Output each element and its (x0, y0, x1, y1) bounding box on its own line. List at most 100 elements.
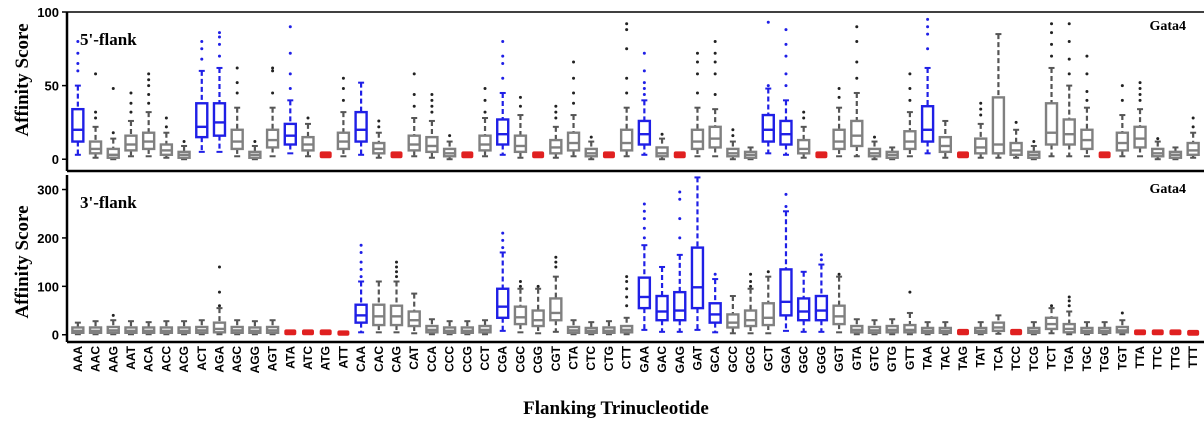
box-iqr (549, 297, 563, 322)
x-tick-label: CCA (425, 346, 439, 372)
box-ACG (177, 320, 191, 336)
box-iqr (1062, 118, 1076, 146)
box-AGT (265, 319, 280, 336)
outlier-point (164, 116, 168, 120)
outlier-point (784, 28, 788, 32)
box-CCA (425, 92, 439, 159)
outlier-point (642, 236, 646, 240)
box-iqr (124, 134, 138, 152)
box-iqr (761, 302, 775, 327)
x-tick-label: CCT (478, 345, 492, 370)
outlier-point (501, 231, 505, 235)
outlier-point (1067, 295, 1071, 299)
box-ATA (283, 25, 297, 155)
outlier-point (731, 128, 735, 132)
outlier-point (1156, 137, 1160, 141)
outlier-point (713, 72, 717, 76)
x-tick-label: TAT (974, 345, 988, 367)
outlier-point (872, 135, 876, 139)
x-tick-label: CGC (513, 346, 527, 373)
outlier-point (129, 101, 133, 105)
outlier-point (288, 51, 292, 55)
outlier-point (1138, 87, 1142, 91)
outlier-point (395, 260, 399, 264)
box-red (337, 330, 350, 336)
outlier-point (1120, 98, 1124, 102)
outlier-point (1050, 54, 1054, 58)
x-tick-label: TCC (1009, 346, 1023, 371)
box-TGA (1062, 22, 1076, 158)
box-iqr (407, 310, 421, 328)
outlier-point (147, 72, 151, 76)
outlier-point (377, 119, 381, 123)
box-GTG (885, 146, 899, 161)
box-CGC (513, 95, 528, 159)
box-TTC (1151, 329, 1164, 336)
outlier-point (642, 69, 646, 73)
box-CTC (584, 135, 598, 161)
x-tick-label: ATG (319, 346, 333, 370)
box-iqr (938, 135, 953, 154)
box-TGC (1080, 54, 1094, 158)
box-iqr (903, 130, 917, 151)
outlier-point (217, 290, 221, 294)
outlier-point (554, 255, 558, 259)
outlier-point (802, 110, 806, 114)
outlier-point (855, 39, 859, 43)
outlier-point (412, 104, 416, 108)
box-iqr (637, 119, 652, 146)
box-GAA (637, 202, 652, 331)
outlier-point (1050, 22, 1054, 26)
outlier-point (395, 270, 399, 274)
outlier-point (76, 69, 80, 73)
outlier-point (572, 101, 576, 105)
box-iqr (850, 119, 864, 148)
x-tick-label: AGG (248, 346, 262, 373)
box-GCA (708, 39, 722, 158)
outlier-point (819, 258, 823, 262)
box-ACC (159, 320, 174, 336)
x-tick-label: TGC (1080, 346, 1094, 372)
box-iqr (673, 290, 687, 322)
y-tick-label: 200 (37, 231, 59, 246)
box-TGG (1097, 321, 1112, 336)
x-tick-label: ATC (301, 346, 315, 370)
box-TGA (1062, 295, 1076, 336)
box-TAT (974, 101, 988, 159)
box-iqr (496, 118, 510, 146)
outlier-point (1067, 299, 1071, 303)
box-iqr (708, 302, 722, 324)
box-iqr (655, 146, 669, 158)
outlier-point (359, 267, 363, 271)
outlier-point (784, 192, 788, 196)
outlier-point (94, 116, 98, 120)
outlier-point (1085, 72, 1089, 76)
box-ACC (159, 116, 174, 159)
box-iqr (230, 128, 244, 151)
x-tick-label: GAA (637, 346, 651, 373)
panel-three-prime: 0 100 200 300 3'-flank Gata4 (37, 175, 1204, 344)
box-CCT (478, 319, 492, 336)
box-TCG (1027, 321, 1041, 336)
box-GGT (832, 272, 846, 334)
outlier-point (554, 110, 558, 114)
box-iqr (796, 138, 811, 155)
outlier-point (341, 76, 345, 80)
outlier-point (359, 250, 363, 254)
outlier-point (1014, 120, 1018, 124)
x-tick-label: GTA (850, 346, 864, 371)
box-iqr (637, 276, 652, 310)
box-CCG (461, 151, 474, 159)
box-iqr (779, 119, 793, 146)
outlier-point (572, 76, 576, 80)
x-tick-label: TCT (1045, 345, 1059, 369)
outlier-point (235, 81, 239, 85)
box-TAG (957, 151, 970, 159)
outlier-point (1050, 42, 1054, 46)
x-tick-label: CGT (549, 345, 563, 371)
box-iqr (283, 122, 297, 146)
outlier-point (412, 92, 416, 96)
outlier-point (642, 81, 646, 85)
outlier-point (713, 60, 717, 64)
box-iqr (354, 303, 368, 324)
